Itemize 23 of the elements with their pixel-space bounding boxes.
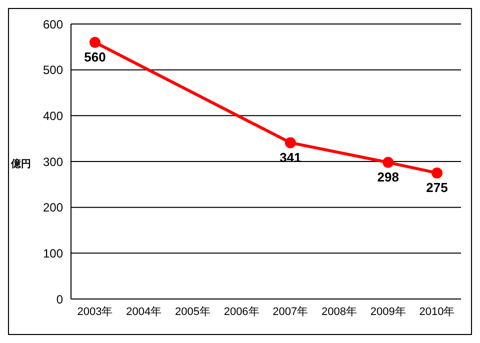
point — [90, 36, 100, 48]
x-tick-label: 2005年 — [174, 306, 210, 318]
x-tick-label: 2003年 — [77, 306, 113, 318]
x-tick-label: 2007年 — [272, 306, 308, 318]
data-label: 298 — [377, 170, 399, 185]
x-tick-label: 2004年 — [126, 306, 162, 318]
x-tick-label: 2008年 — [322, 306, 358, 318]
y-tick-label: 100 — [42, 246, 64, 260]
y-tick-label: 300 — [42, 154, 64, 169]
y-axis-title: 億円 — [11, 158, 31, 171]
y-tick-label: 0 — [56, 292, 64, 306]
y-tick-label: 200 — [42, 200, 64, 215]
x-tick-label: 2009年 — [370, 306, 406, 318]
y-tick-label: 400 — [42, 108, 64, 123]
point — [284, 137, 296, 148]
x-tick-label: 2006年 — [224, 306, 260, 318]
data-label: 275 — [426, 180, 448, 196]
y-tick-label: 500 — [42, 63, 64, 78]
y-tick-label: 600 — [42, 17, 64, 32]
point — [382, 156, 394, 168]
x-tick-label: 2010年 — [419, 306, 455, 318]
data-label: 560 — [84, 50, 106, 65]
point — [432, 167, 442, 178]
